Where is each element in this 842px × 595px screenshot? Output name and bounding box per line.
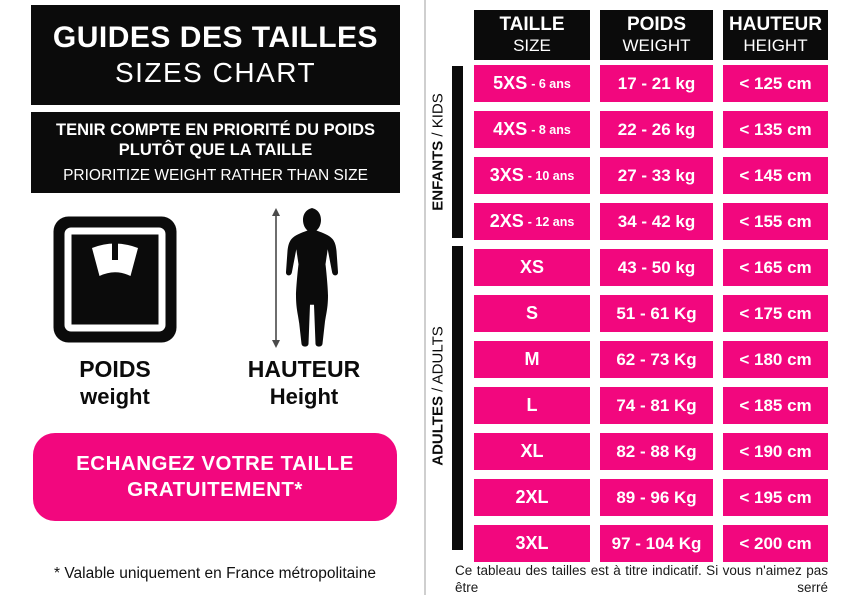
header-cell-height: HAUTEUR HEIGHT [723, 10, 828, 60]
exchange-line1: ECHANGEZ VOTRE TAILLE [76, 452, 354, 475]
adults-group-label: ADULTES / ADULTS [430, 326, 447, 465]
size-cell: 5XS - 6 ans [474, 65, 590, 102]
weight-cell: 89 - 96 Kg [600, 479, 713, 516]
height-cell: < 135 cm [723, 111, 828, 148]
kids-group-label: ENFANTS / KIDS [430, 93, 447, 211]
size-value: 4XS [493, 119, 528, 139]
height-cell: < 175 cm [723, 295, 828, 332]
height-cell: < 125 cm [723, 65, 828, 102]
size-value: 3XL [515, 533, 549, 553]
age-value: - 10 ans [527, 168, 575, 183]
page-title-en: SIZES CHART [114, 57, 317, 88]
weight-cell: 82 - 88 Kg [600, 433, 713, 470]
kids-label-fr: ENFANTS [429, 140, 447, 211]
height-cell: < 200 cm [723, 525, 828, 562]
height-cell: < 180 cm [723, 341, 828, 378]
height-cell: < 155 cm [723, 203, 828, 240]
adults-label-fr: ADULTES [429, 396, 447, 466]
header-size-en: SIZE [513, 36, 551, 55]
size-cell: XL [474, 433, 590, 470]
disclaimer-line1: Ce tableau des tailles est à titre indic… [455, 563, 828, 595]
size-cell: 2XL [474, 479, 590, 516]
header-weight-en: WEIGHT [622, 36, 691, 55]
height-cell: < 185 cm [723, 387, 828, 424]
header-height-fr: HAUTEUR [729, 14, 822, 35]
size-value: M [524, 349, 540, 369]
table-disclaimer: Ce tableau des tailles est à titre indic… [455, 563, 828, 595]
title-banner: GUIDES DES TAILLES SIZES CHART [31, 5, 400, 105]
age-value: - 8 ans [531, 122, 571, 137]
height-cell: < 195 cm [723, 479, 828, 516]
size-cell: 3XL [474, 525, 590, 562]
weight-cell: 51 - 61 Kg [600, 295, 713, 332]
weight-cell: 97 - 104 Kg [600, 525, 713, 562]
size-value: XL [520, 441, 544, 461]
size-table: TAILLE SIZE POIDS WEIGHT HAUTEUR HEIGHT … [474, 10, 828, 562]
exchange-line2: GRATUITEMENT* [127, 478, 303, 501]
header-size-fr: TAILLE [499, 14, 565, 35]
header-cell-weight: POIDS WEIGHT [600, 10, 713, 60]
height-arrow-icon [272, 208, 280, 348]
table-header: TAILLE SIZE POIDS WEIGHT HAUTEUR HEIGHT [474, 10, 828, 60]
notice-fr-line1: TENIR COMPTE EN PRIORITÉ DU POIDS [55, 121, 376, 139]
notice-banner: TENIR COMPTE EN PRIORITÉ DU POIDS PLUTÔT… [31, 112, 400, 193]
person-height-icon [272, 208, 339, 348]
notice-en: PRIORITIZE WEIGHT RATHER THAN SIZE [63, 167, 368, 184]
height-label-en: Height [269, 384, 339, 409]
size-value: L [526, 395, 538, 415]
size-value: 3XS [489, 165, 524, 185]
size-value: S [525, 303, 538, 323]
weight-cell: 34 - 42 kg [600, 203, 713, 240]
height-label-fr: HAUTEUR [247, 356, 361, 382]
adults-label-en: / ADULTS [429, 326, 447, 397]
kids-group-bar [452, 66, 463, 238]
size-value: 5XS [493, 73, 528, 93]
bathroom-scale-icon [53, 216, 177, 343]
footnote: * Valable uniquement en France métropoli… [54, 565, 376, 582]
weight-label: POIDS weight [45, 356, 185, 410]
height-cell: < 190 cm [723, 433, 828, 470]
kids-label-en: / KIDS [429, 93, 447, 141]
page-title-fr: GUIDES DES TAILLES [52, 21, 379, 54]
adults-group-bar [452, 246, 463, 550]
height-cell: < 145 cm [723, 157, 828, 194]
notice-fr-line2: PLUTÔT QUE LA TAILLE [118, 141, 313, 159]
header-weight-fr: POIDS [626, 14, 687, 35]
weight-label-fr: POIDS [79, 356, 151, 382]
weight-label-en: weight [80, 384, 150, 409]
size-cell: S [474, 295, 590, 332]
weight-cell: 62 - 73 Kg [600, 341, 713, 378]
size-cell: 2XS - 12 ans [474, 203, 590, 240]
free-exchange-banner: ECHANGEZ VOTRE TAILLE GRATUITEMENT* [33, 433, 397, 521]
header-height-en: HEIGHT [743, 36, 808, 55]
size-value: 2XS [489, 211, 524, 231]
weight-cell: 27 - 33 kg [600, 157, 713, 194]
weight-cell: 74 - 81 Kg [600, 387, 713, 424]
height-cell: < 165 cm [723, 249, 828, 286]
size-cell: 4XS - 8 ans [474, 111, 590, 148]
age-value: - 6 ans [531, 76, 571, 91]
size-cell: XS [474, 249, 590, 286]
size-value: XS [519, 257, 544, 277]
vertical-divider [424, 0, 426, 595]
header-cell-size: TAILLE SIZE [474, 10, 590, 60]
size-cell: M [474, 341, 590, 378]
size-cell: L [474, 387, 590, 424]
age-value: - 12 ans [527, 214, 575, 229]
size-value: 2XL [515, 487, 549, 507]
weight-cell: 22 - 26 kg [600, 111, 713, 148]
height-label: HAUTEUR Height [234, 356, 374, 410]
weight-cell: 17 - 21 kg [600, 65, 713, 102]
weight-cell: 43 - 50 kg [600, 249, 713, 286]
size-cell: 3XS - 10 ans [474, 157, 590, 194]
table-body: 5XS - 6 ans 17 - 21 kg < 125 cm 4XS - 8 an… [474, 65, 828, 562]
